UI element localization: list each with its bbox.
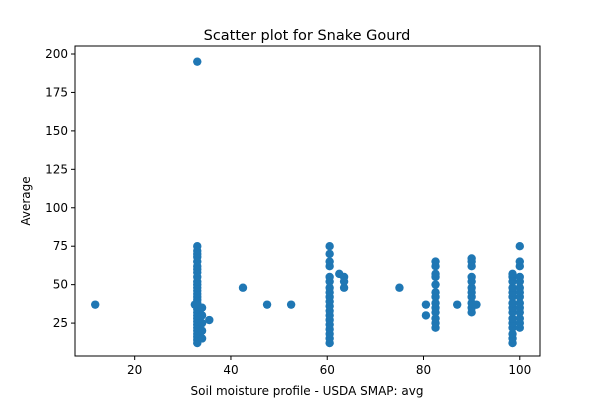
point [197,334,207,343]
point [286,300,296,309]
point [339,272,349,282]
x-tick-label: 100 [508,363,531,377]
y-tick-label: 75 [53,239,68,253]
point [205,315,214,325]
plot-frame [74,45,541,357]
point [508,269,517,279]
point [515,298,524,308]
point [197,311,207,320]
point [431,269,440,279]
point [515,272,524,282]
x-tick-label: 80 [416,363,431,377]
point [431,257,440,266]
x-tick-label: 40 [223,363,238,377]
point [262,300,272,309]
point [339,283,349,292]
x-tick-label: 60 [320,363,335,377]
point [193,57,202,66]
point [325,257,334,266]
point [431,280,440,289]
point [467,254,476,263]
y-tick-label: 100 [45,201,68,215]
point [325,242,334,251]
point [453,300,462,309]
point [197,326,207,335]
point [325,272,334,282]
point [508,329,517,339]
point [508,314,517,323]
x-axis-label: Soil moisture profile - USDA SMAP: avg [191,384,424,398]
point [472,300,481,309]
y-tick-label: 175 [45,85,68,99]
point [91,300,100,309]
point [431,298,440,308]
point [325,283,334,292]
point [515,257,524,266]
point [190,300,200,309]
y-tick-label: 50 [53,278,68,292]
point [197,303,207,312]
y-axis-label: Average [19,176,33,225]
point [395,283,404,292]
point [193,242,202,251]
point [515,283,524,292]
point [467,272,476,282]
chart-title: Scatter plot for Snake Gourd [204,28,411,44]
y-tick-label: 125 [45,162,68,176]
point [421,311,431,320]
point [508,298,517,308]
y-tick-label: 25 [53,316,68,330]
point [431,288,440,297]
point [238,283,248,292]
y-tick-label: 200 [45,47,68,61]
point [515,314,524,323]
point [467,283,476,292]
point [431,314,440,323]
point [325,249,334,259]
y-tick-label: 150 [45,124,68,138]
x-tick-label: 20 [127,363,142,377]
point [515,242,524,251]
point [421,300,431,309]
point [508,283,517,292]
point [197,318,207,328]
